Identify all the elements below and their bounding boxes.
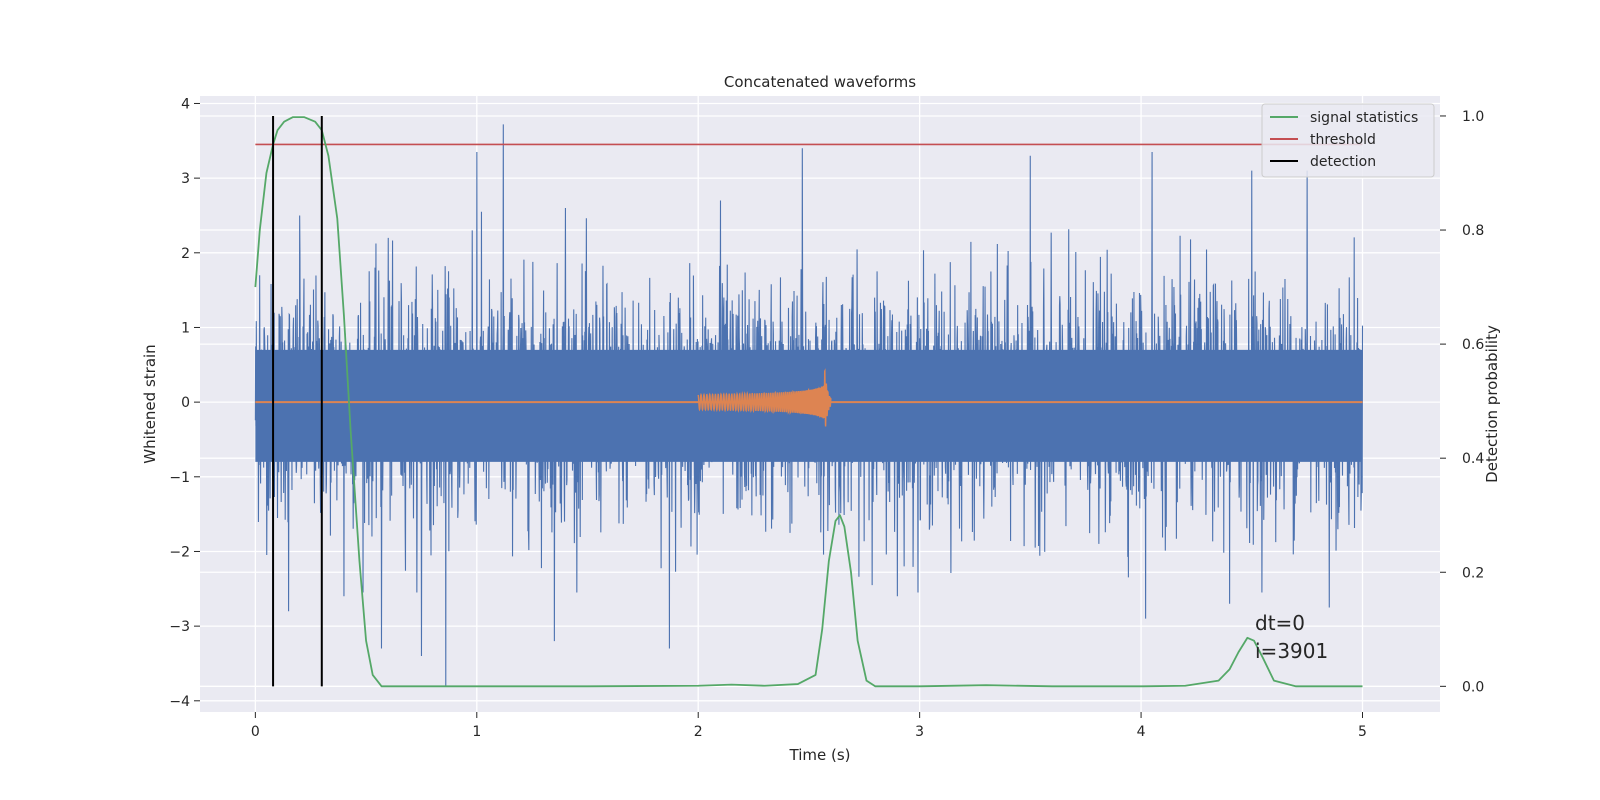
legend-label-detection: detection — [1310, 154, 1376, 170]
x-tick-label: 2 — [694, 724, 703, 740]
y-tick-label: −2 — [169, 544, 190, 560]
chart-title: Concatenated waveforms — [724, 73, 916, 91]
y-tick-label: −4 — [169, 694, 190, 710]
x-axis-label: Time (s) — [789, 746, 851, 764]
legend: signal statistics threshold detection — [1261, 103, 1435, 178]
y-right-tick-label: 0.8 — [1462, 223, 1484, 239]
y-right-tick-label: 0.4 — [1462, 451, 1484, 467]
x-tick-label: 4 — [1137, 724, 1146, 740]
y-axis-label: Whitened strain — [141, 344, 159, 463]
y-tick-label: 1 — [181, 320, 190, 336]
injected-waveform-line — [697, 368, 832, 427]
ticks: 0 1 2 3 4 5 −4 −3 −2 −1 0 1 2 3 4 0.0 0.2 0.4 0.6 0.8 1.0 — [169, 96, 1484, 740]
y-tick-label: 2 — [181, 246, 190, 262]
x-tick-label: 1 — [472, 724, 481, 740]
x-tick-label: 3 — [915, 724, 924, 740]
legend-label-threshold: threshold — [1310, 132, 1376, 148]
signal-statistics-line — [254, 116, 1363, 688]
legend-label-signal-statistics: signal statistics — [1310, 110, 1418, 126]
x-tick-label: 5 — [1358, 724, 1367, 740]
annotation-index: i=3901 — [1255, 639, 1328, 663]
y-tick-label: 0 — [181, 395, 190, 411]
y-tick-label: −3 — [169, 619, 190, 635]
series-layer — [254, 115, 1364, 688]
y-tick-label: −1 — [169, 470, 190, 486]
y-tick-label: 4 — [181, 96, 190, 112]
x-tick-label: 0 — [251, 724, 260, 740]
y-right-tick-label: 0.2 — [1462, 565, 1484, 581]
y-axis-right-label: Detection probability — [1483, 325, 1501, 483]
y-right-tick-label: 1.0 — [1462, 109, 1484, 125]
y-tick-label: 3 — [181, 171, 190, 187]
legend-box — [1261, 103, 1435, 178]
y-right-tick-label: 0.6 — [1462, 337, 1484, 353]
y-right-tick-label: 0.0 — [1462, 679, 1484, 695]
annotation-dt: dt=0 — [1255, 611, 1305, 635]
